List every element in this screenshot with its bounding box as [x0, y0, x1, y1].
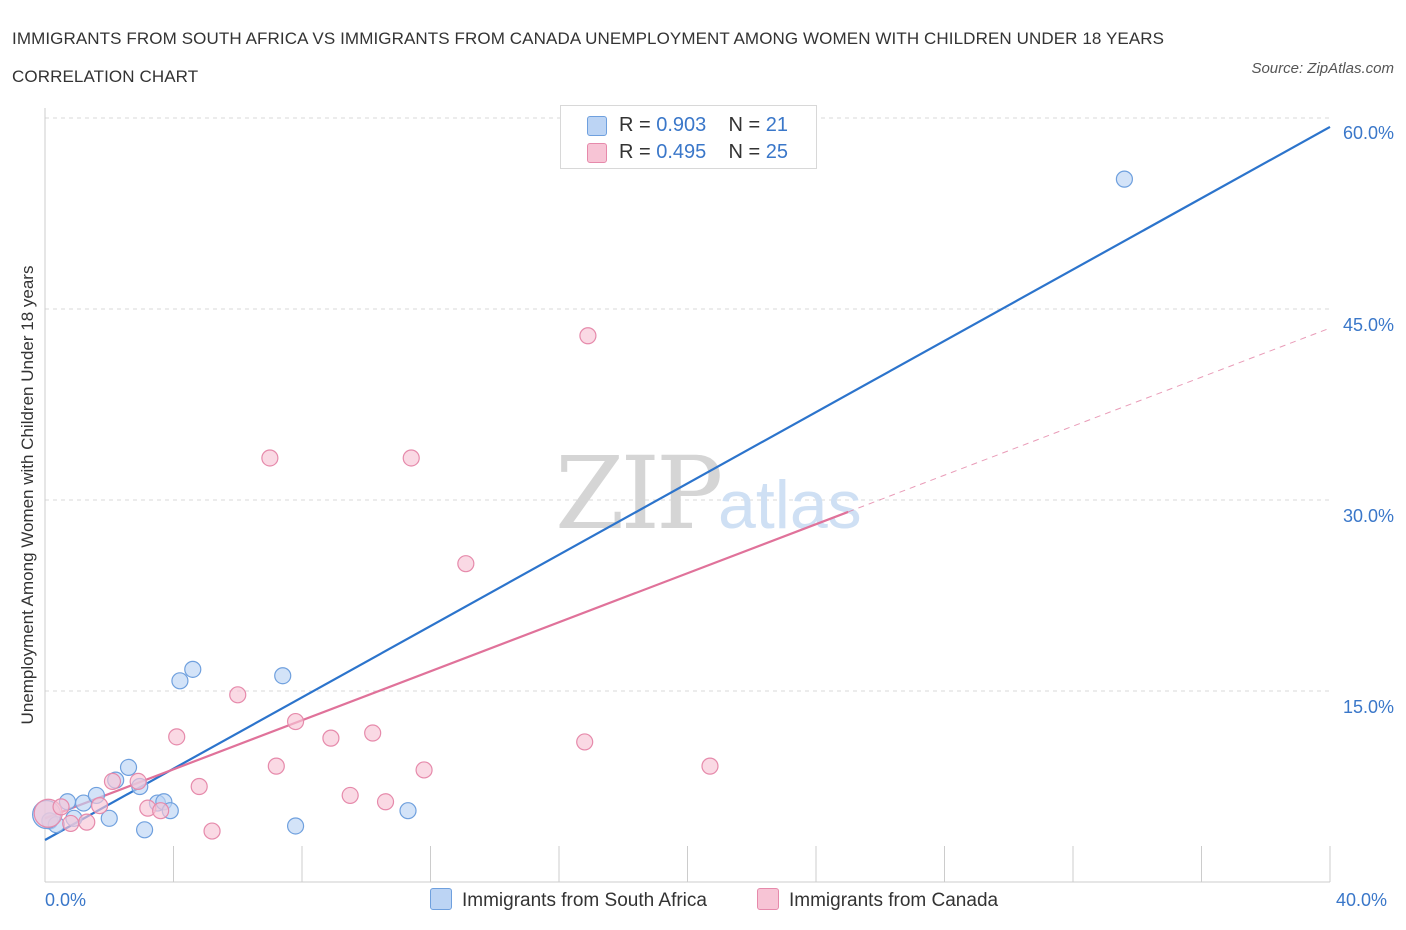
- data-point-canada: [62, 814, 80, 833]
- data-point-south-africa: [399, 802, 417, 820]
- legend-swatch-canada: [587, 143, 607, 163]
- legend-n-value: 25: [765, 141, 789, 163]
- data-point-south-africa: [274, 667, 292, 685]
- legend-n-label: N =: [728, 114, 761, 136]
- data-point-canada: [376, 793, 395, 811]
- bottom-legend-canada: Immigrants from Canada: [757, 888, 998, 912]
- bottom-legend-south-africa: Immigrants from South Africa: [430, 888, 707, 912]
- data-point-canada: [152, 802, 170, 820]
- chart-title: IMMIGRANTS FROM SOUTH AFRICA VS IMMIGRAN…: [12, 29, 1165, 86]
- legend-swatch-south-africa: [587, 116, 607, 136]
- data-point-canada: [261, 449, 279, 467]
- data-point-canada: [103, 772, 122, 791]
- y-tick-label-60: 60.0%: [1342, 123, 1394, 143]
- trend-line-0: [44, 125, 1331, 841]
- y-tick-label-45: 45.0%: [1342, 315, 1394, 335]
- legend-r-label: R =: [619, 141, 651, 163]
- x-tick-label-max: 40.0%: [1336, 890, 1388, 910]
- source-note: Source: ZipAtlas.com: [1251, 60, 1394, 77]
- data-point-canada: [91, 796, 109, 815]
- data-point-canada: [576, 733, 594, 751]
- data-point-canada: [203, 822, 221, 840]
- data-point-south-africa: [286, 817, 305, 835]
- x-tick-label-min: 0.0%: [45, 890, 87, 910]
- data-point-canada: [78, 813, 96, 831]
- correlation-legend: R = 0.903 N = 21 R = 0.495 N = 25: [560, 105, 817, 169]
- data-point-canada: [286, 712, 305, 731]
- data-point-canada: [168, 728, 186, 746]
- data-point-south-africa: [119, 758, 138, 777]
- bottom-legend-swatch-canada: [757, 888, 779, 910]
- y-tick-label-15: 15.0%: [1342, 697, 1394, 717]
- bottom-legend-swatch-south-africa: [430, 888, 452, 910]
- y-axis-label: Unemployment Among Women with Children U…: [18, 265, 37, 725]
- data-point-canada: [579, 327, 597, 345]
- data-point-south-africa: [171, 672, 189, 690]
- legend-r-label: R =: [619, 114, 651, 136]
- watermark-zip: ZIP: [555, 435, 720, 552]
- bottom-legend-label-canada: Immigrants from Canada: [789, 890, 999, 911]
- data-point-canada: [457, 555, 475, 573]
- y-tick-label-30: 30.0%: [1342, 506, 1394, 526]
- data-point-canada: [341, 786, 359, 805]
- trend-line-1: [44, 510, 849, 820]
- bottom-legend-label-south-africa: Immigrants from South Africa: [462, 890, 707, 911]
- data-point-canada: [129, 772, 147, 791]
- data-point-south-africa: [184, 660, 202, 678]
- data-point-south-africa: [100, 809, 118, 827]
- data-point-canada: [415, 761, 433, 779]
- data-point-canada: [402, 449, 420, 467]
- legend-r-value: 0.495: [656, 141, 707, 163]
- data-point-south-africa: [135, 821, 154, 839]
- trend-line-extension-1: [847, 327, 1331, 513]
- legend-r-value: 0.903: [656, 114, 707, 136]
- data-point-canada: [701, 757, 719, 775]
- legend-n-label: N =: [728, 141, 761, 163]
- data-point-south-africa: [1115, 170, 1134, 188]
- data-point-canada: [364, 724, 382, 742]
- data-point-canada: [267, 757, 285, 775]
- data-point-canada: [229, 686, 247, 704]
- data-point-canada: [52, 798, 70, 816]
- watermark-atlas: atlas: [718, 467, 862, 543]
- data-point-canada: [190, 777, 208, 796]
- legend-n-value: 21: [765, 114, 789, 136]
- data-point-canada: [322, 729, 340, 747]
